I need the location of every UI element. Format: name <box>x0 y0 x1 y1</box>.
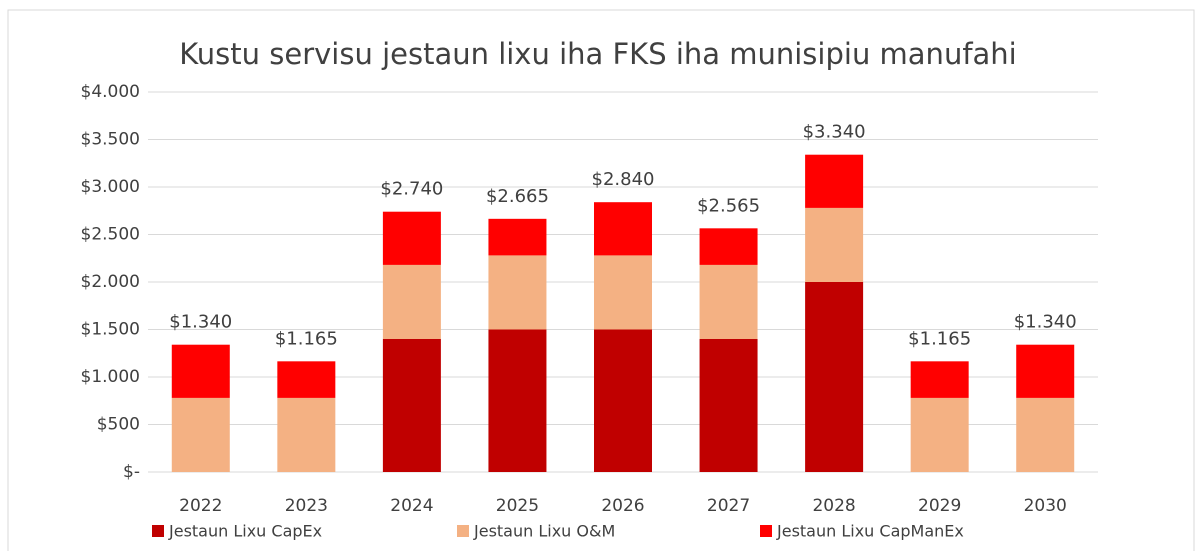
legend-swatch <box>457 525 469 537</box>
total-label: $2.840 <box>592 169 655 190</box>
bar-segment <box>910 361 969 398</box>
y-tick-label: $- <box>123 462 140 482</box>
bar-segment <box>805 282 864 472</box>
total-label: $2.565 <box>697 195 760 216</box>
x-tick-label: 2027 <box>707 496 750 516</box>
bar-segment <box>171 344 230 398</box>
y-tick-label: $2.500 <box>81 225 140 245</box>
bar-segment <box>382 339 441 472</box>
bar-segment <box>805 154 864 208</box>
legend-label: Jestaun Lixu O&M <box>473 522 615 541</box>
bar-segment <box>488 218 547 256</box>
bar-segment <box>171 397 230 472</box>
legend-label: Jestaun Lixu CapManEx <box>776 522 964 541</box>
bar-segment <box>277 397 336 472</box>
y-tick-label: $3.000 <box>81 177 140 197</box>
bar-segment <box>910 397 969 472</box>
bar-segment <box>488 329 547 472</box>
x-tick-label: 2025 <box>496 496 539 516</box>
y-tick-label: $4.000 <box>81 82 140 102</box>
x-tick-label: 2026 <box>601 496 644 516</box>
total-label: $2.665 <box>486 186 549 207</box>
total-label: $2.740 <box>380 179 443 200</box>
bar-segment <box>382 264 441 339</box>
x-tick-label: 2028 <box>812 496 855 516</box>
bar-segment <box>382 211 441 265</box>
bar-segment <box>699 228 758 265</box>
x-tick-label: 2029 <box>918 496 961 516</box>
bar-segment <box>699 264 758 339</box>
total-label: $1.165 <box>908 328 971 349</box>
y-tick-label: $2.000 <box>81 272 140 292</box>
y-tick-label: $3.500 <box>81 130 140 150</box>
x-tick-label: 2024 <box>390 496 433 516</box>
x-tick-label: 2023 <box>285 496 328 516</box>
total-label: $3.340 <box>803 122 866 143</box>
bar-segment <box>805 207 864 282</box>
bar-segment <box>594 255 652 330</box>
legend-label: Jestaun Lixu CapEx <box>168 522 322 541</box>
legend-swatch <box>760 525 772 537</box>
chart-title: Kustu servisu jestaun lixu iha FKS iha m… <box>179 37 1017 71</box>
bar-segment <box>594 329 652 472</box>
bar-segment <box>277 361 336 398</box>
total-label: $1.340 <box>169 312 232 333</box>
bar-segment <box>699 339 758 472</box>
y-tick-label: $1.000 <box>81 367 140 387</box>
bar-segment <box>1016 397 1075 472</box>
x-tick-label: 2022 <box>179 496 222 516</box>
bar-segment <box>488 255 547 330</box>
legend-swatch <box>152 525 164 537</box>
total-label: $1.340 <box>1014 312 1077 333</box>
total-label: $1.165 <box>275 328 338 349</box>
y-tick-label: $1.500 <box>81 320 140 340</box>
bar-segment <box>1016 344 1075 398</box>
y-tick-label: $500 <box>97 415 140 435</box>
bar-segment <box>594 202 652 256</box>
x-tick-label: 2030 <box>1024 496 1067 516</box>
